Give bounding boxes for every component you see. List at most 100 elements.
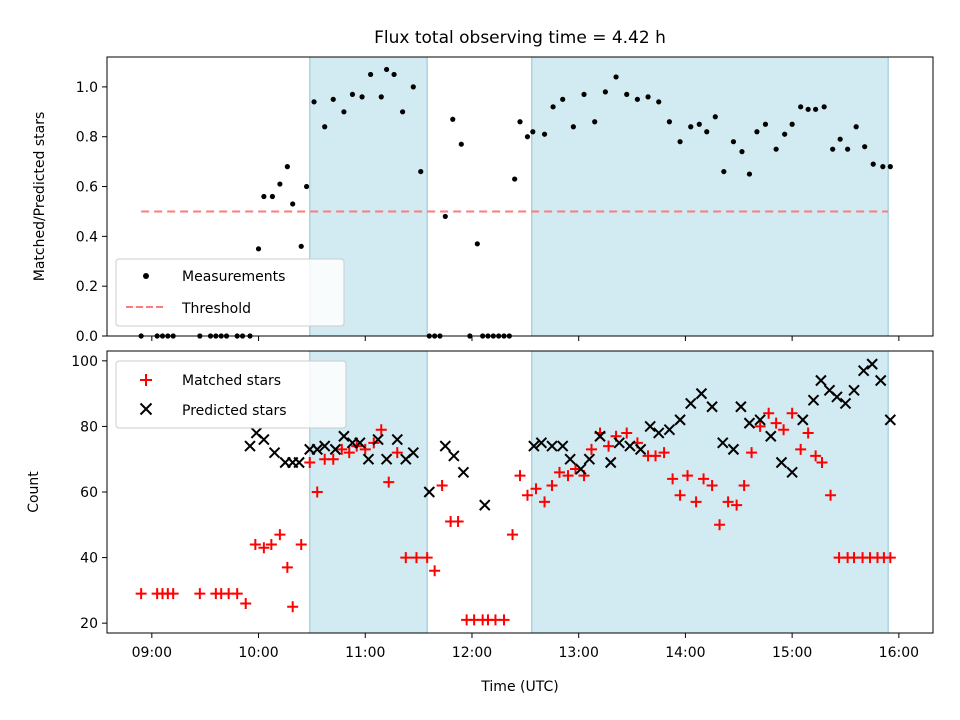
count-legend: Matched stars Predicted stars [115, 360, 347, 429]
matched-stars-point [553, 466, 565, 478]
matched-stars-point [304, 456, 316, 468]
measurement-point [613, 74, 619, 80]
count-legend-box [115, 360, 347, 429]
matched-stars-point [311, 486, 323, 498]
matched-stars-point [167, 588, 179, 600]
y-tick-label: 1.0 [76, 80, 98, 96]
x-tick-label: 12:00 [452, 645, 492, 661]
matched-stars-point [690, 496, 702, 508]
matched-stars-point [452, 516, 464, 528]
measurement-point [754, 129, 760, 135]
measurement-point [688, 124, 694, 130]
x-tick-label: 15:00 [772, 645, 812, 661]
predicted-stars-point [594, 430, 606, 442]
measurement-point [290, 201, 296, 207]
measurement-point [721, 168, 727, 175]
predicted-stars-point [338, 430, 350, 442]
matched-stars-point [327, 453, 339, 465]
predicted-stars-point [754, 414, 766, 426]
matched-stars-point [731, 499, 743, 511]
predicted-stars-point [556, 440, 569, 452]
y-tick-label: 0.8 [76, 130, 98, 146]
measurement-point [821, 104, 827, 110]
measurement-point [378, 94, 384, 100]
measurement-point [450, 116, 456, 122]
measurement-point [805, 106, 811, 112]
predicted-stars-point [875, 374, 887, 387]
predicted-stars-point [807, 394, 820, 406]
predicted-stars-point [685, 397, 697, 410]
ratio-legend: Measurements Threshold [115, 258, 345, 327]
measurement-points [138, 66, 893, 339]
matched-stars-point [698, 473, 710, 485]
predicted-stars-point [624, 440, 636, 452]
matched-stars-point [507, 529, 519, 541]
predicted-stars-point [786, 466, 798, 479]
measurement-point [524, 134, 531, 140]
matched-stars-point [258, 542, 270, 554]
measurement-point [541, 131, 548, 137]
matched-stars-point [546, 479, 558, 491]
chart-title: Flux total observing time = 4.42 h [374, 28, 666, 48]
predicted-stars-point [311, 443, 323, 456]
measurement-point [798, 104, 804, 110]
measurement-point [602, 89, 608, 95]
measurement-point [853, 124, 859, 130]
ratio-panel: 0.0 0.2 0.4 0.6 0.8 1.0 Flux total observing … [32, 28, 934, 345]
predicted-stars-point [564, 453, 576, 465]
predicted-stars-point [644, 420, 656, 433]
matched-stars-point [343, 447, 355, 459]
matched-stars-point [383, 476, 395, 488]
measurement-point [887, 164, 893, 170]
predicted-stars-point [706, 401, 718, 413]
measurement-point [410, 84, 416, 90]
ratio-panel-frame [106, 56, 934, 337]
x-tick-label: 14:00 [665, 645, 705, 661]
measurement-point [782, 131, 788, 137]
matched-stars-point [621, 427, 633, 439]
count-panel: 20 40 60 80 100 09:00 10:00 11:00 12:00 13:00 14:… [26, 350, 934, 695]
matched-stars-point [603, 440, 615, 452]
predicted-stars-point [663, 423, 676, 436]
measurement-point [624, 91, 630, 97]
ratio-y-axis-label: Matched/Predicted stars [32, 112, 48, 282]
measurement-point [384, 66, 390, 73]
ratio-legend-box [115, 258, 345, 327]
measurement-point [560, 96, 566, 102]
measurement-point [359, 94, 365, 100]
measurement-point [845, 146, 851, 152]
matched-stars-point [265, 538, 277, 550]
matched-stars-point [884, 552, 896, 564]
measurement-point [512, 176, 518, 182]
measurement-point [773, 146, 779, 152]
measurement-point [813, 106, 819, 112]
matched-stars-point [530, 483, 542, 495]
predicted-stars-point [605, 456, 617, 469]
measurement-point [349, 91, 356, 97]
matched-stars-point [810, 450, 822, 462]
matched-stars-point [674, 489, 686, 501]
matched-stars-point [514, 470, 526, 482]
matched-stars-point [795, 443, 807, 455]
predicted-stars-point [528, 440, 540, 452]
predicted-stars-point [439, 440, 452, 452]
y-tick-label: 20 [80, 616, 98, 632]
matched-stars-point [802, 427, 814, 439]
matched-stars-point [658, 447, 670, 459]
matched-stars-point [763, 407, 775, 419]
y-tick-label: 100 [71, 354, 98, 370]
matched-stars-point [778, 424, 790, 436]
measurement-point [517, 119, 523, 125]
predicted-stars-point [318, 440, 331, 452]
measurement-point [269, 193, 276, 200]
measurement-point [530, 129, 536, 135]
matched-stars-point [770, 417, 782, 429]
measurement-point [730, 139, 737, 145]
measurement-point [284, 164, 290, 170]
measurement-point [837, 136, 843, 142]
observing-span-2 [531, 56, 889, 337]
count-y-ticks: 20 40 60 80 100 [71, 354, 107, 632]
measurement-point [330, 96, 336, 102]
matched-stars-point [786, 407, 798, 419]
